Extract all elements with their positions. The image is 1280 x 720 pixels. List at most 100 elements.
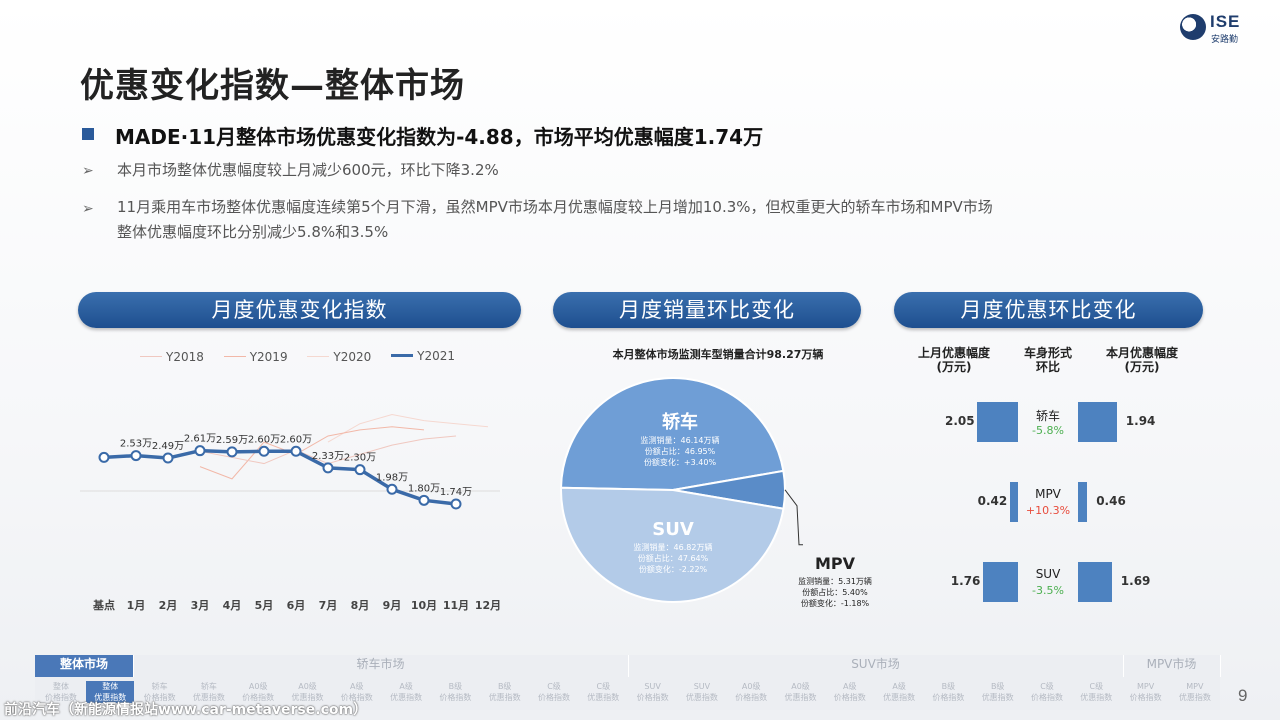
- nav-item[interactable]: A0级价格指数: [234, 681, 282, 703]
- data-point: [450, 498, 462, 510]
- x-tick-label: 7月: [319, 599, 338, 612]
- nav-item[interactable]: SUV 价格指数: [629, 681, 677, 703]
- series-line-y2019: [199, 426, 425, 480]
- nav-item[interactable]: B级价格指数: [431, 681, 479, 703]
- col-head-prev: 上月优惠幅度 (万元): [909, 346, 999, 374]
- body-type-label: SUV: [1035, 567, 1061, 581]
- nav-group-suv[interactable]: SUV市场: [628, 655, 1124, 677]
- nav-item-line: 轿车: [200, 682, 217, 691]
- nav-item[interactable]: A0级 优惠指数: [777, 681, 825, 703]
- nav-item[interactable]: A0级 价格指数: [727, 681, 775, 703]
- nav-item[interactable]: 整体 价格指数: [37, 681, 85, 703]
- pie-caption: 本月整体市场监测车型销量合计98.27万辆: [612, 348, 824, 361]
- data-label: 2.49万: [152, 441, 184, 452]
- col-head-line: (万元): [1124, 360, 1160, 374]
- slice-detail: 份额占比：46.95%: [645, 446, 716, 456]
- prev-discount-value: 2.05: [945, 414, 975, 428]
- nav-item-line: 价格指数: [1031, 693, 1063, 702]
- nav-item-line: 轿车: [151, 682, 168, 691]
- nav-item-line: B级: [448, 682, 463, 691]
- data-label: 2.60万: [280, 434, 312, 445]
- nav-item[interactable]: 轿车 优惠指数: [185, 681, 233, 703]
- nav-group-mpv[interactable]: MPV市场: [1123, 655, 1221, 677]
- nav-item[interactable]: MPV 优惠指数: [1171, 681, 1219, 703]
- nav-item-line: 价格指数: [340, 693, 373, 702]
- nav-item[interactable]: C级 优惠指数: [1072, 681, 1120, 703]
- x-tick-label: 8月: [351, 599, 370, 612]
- nav-item-line: 整体: [53, 682, 69, 691]
- data-point: [194, 445, 206, 457]
- data-point: [418, 494, 430, 506]
- series-line-y2020: [327, 414, 489, 443]
- nav-item-line: 价格指数: [833, 693, 866, 702]
- data-point: [130, 450, 142, 462]
- data-label: 1.80万: [408, 483, 440, 494]
- nav-item[interactable]: B级 优惠指数: [974, 681, 1022, 703]
- nav-item-line: 价格指数: [45, 693, 77, 702]
- x-tick-label: 1月: [127, 599, 146, 612]
- nav-item-line: 价格指数: [636, 693, 669, 702]
- nav-item-line: 优惠指数: [587, 693, 620, 702]
- logo-subtitle: 安路勤: [1211, 35, 1239, 45]
- nav-group-sedan[interactable]: 轿车市场: [133, 655, 629, 677]
- body-type-label: MPV: [1035, 487, 1061, 501]
- nav-item[interactable]: SUV 优惠指数: [678, 681, 726, 703]
- nav-item-line: B级: [941, 682, 956, 691]
- mpv-leader-line: [784, 489, 803, 546]
- nav-item[interactable]: 整体 优惠指数: [86, 681, 135, 703]
- legend-y2020: Y2020: [307, 350, 371, 364]
- nav-item-line: 优惠指数: [1080, 693, 1113, 702]
- data-label: 2.59万: [216, 435, 248, 446]
- nav-item-line: C级: [547, 682, 561, 691]
- nav-item-line: 优惠指数: [390, 693, 423, 702]
- section-head-index: 月度优惠变化指数: [78, 292, 521, 328]
- data-label: 2.30万: [344, 453, 376, 464]
- nav-item[interactable]: A级 价格指数: [826, 681, 874, 703]
- data-label: 1.74万: [440, 487, 472, 498]
- bottom-nav: 整体市场 轿车市场 SUV市场 MPV市场 整体 价格指数 整体 优惠指数 轿车 价格指数…: [35, 655, 1221, 710]
- nav-item[interactable]: MPV 价格指数: [1122, 681, 1170, 703]
- nav-item[interactable]: C级优惠指数: [579, 681, 627, 703]
- nav-item[interactable]: C级 价格指数: [1023, 681, 1071, 703]
- slice-detail: 监测销量：5.31万辆: [798, 576, 872, 586]
- nav-item[interactable]: A级 价格指数: [333, 681, 381, 703]
- nav-item[interactable]: A级 优惠指数: [875, 681, 923, 703]
- nav-item-line: A0级: [248, 682, 268, 691]
- nav-item[interactable]: A级 优惠指数: [382, 681, 430, 703]
- nav-item-line: 优惠指数: [1178, 693, 1211, 702]
- nav-item[interactable]: B级 价格指数: [924, 681, 972, 703]
- change-label: -3.5%: [1032, 584, 1064, 597]
- nav-item-line: 价格指数: [439, 693, 472, 702]
- nav-item-line: 价格指数: [143, 693, 176, 702]
- nav-group-overall[interactable]: 整体市场: [35, 655, 134, 677]
- nav-item[interactable]: 轿车 价格指数: [136, 681, 184, 703]
- curr-discount-value: 1.69: [1120, 574, 1151, 588]
- nav-item-line: 优惠指数: [981, 693, 1014, 702]
- col-head-line: 本月优惠幅度: [1105, 346, 1178, 360]
- nav-item-line: 价格指数: [735, 693, 768, 702]
- nav-item-line: A0级: [298, 682, 317, 691]
- nav-item-line: 价格指数: [242, 693, 275, 702]
- legend-y2018: Y2018: [140, 350, 204, 364]
- nav-item-line: 优惠指数: [685, 693, 718, 702]
- nav-item[interactable]: A0级 优惠指数: [284, 681, 332, 703]
- x-tick-label: 12月: [475, 599, 501, 612]
- bullet-2-cont: 整体优惠幅度环比分别减少5.8%和3.5%: [117, 223, 389, 241]
- legend-label: Y2020: [333, 349, 372, 364]
- prev-discount-bar: [977, 402, 1018, 442]
- x-tick-label: 9月: [383, 599, 402, 612]
- data-label: 2.60万: [248, 434, 280, 445]
- data-point: [98, 451, 110, 463]
- pie-slice-suv: [560, 486, 785, 603]
- nav-item-line: 优惠指数: [488, 693, 521, 702]
- nav-item[interactable]: C级 价格指数: [530, 681, 578, 703]
- x-tick-label: 2月: [159, 599, 178, 612]
- nav-item-line: SUV: [644, 682, 661, 691]
- slice-name: MPV: [815, 554, 856, 573]
- col-head-line: 车身形式: [1023, 346, 1072, 360]
- x-tick-label: 基点: [92, 598, 115, 612]
- nav-item[interactable]: B级 优惠指数: [481, 681, 529, 703]
- legend-label: Y2019: [249, 349, 288, 364]
- nav-item-line: C级: [596, 682, 611, 691]
